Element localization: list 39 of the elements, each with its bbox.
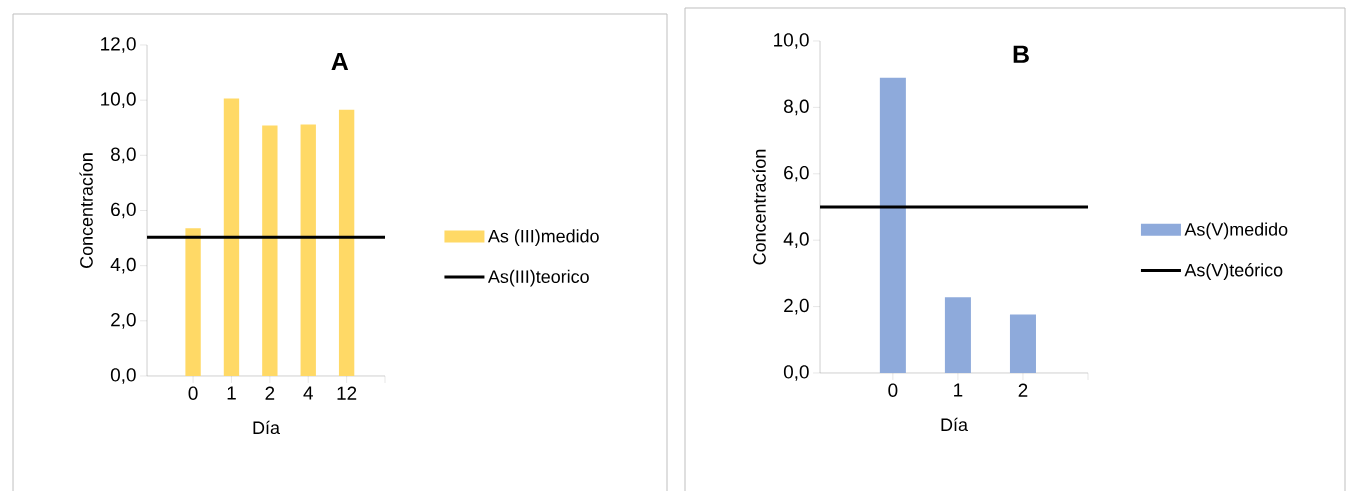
x-axis-title: Día [941,417,968,432]
y-tick-label: 12,0 [101,37,136,53]
bar [262,125,278,376]
x-tick-label: 4 [303,386,313,400]
legend-label: As(III)teorico [487,269,589,287]
y-tick-label: 0,0 [783,365,809,381]
legend-label: As(V)medido [1184,222,1288,240]
bar [879,77,906,373]
y-tick-label: 8,0 [111,147,136,164]
y-axis-title: Concentracíon [79,153,93,268]
y-tick-label: 6,0 [111,202,136,219]
x-tick-label: 12 [337,386,357,400]
legend-label: As (III)medido [487,229,599,247]
bar [944,297,971,373]
legend-label: As(V)teórico [1184,263,1283,280]
chart-title: B [1013,45,1029,63]
y-tick-label: 2,0 [784,298,809,315]
bar [223,98,240,376]
x-tick-label: 2 [1018,383,1028,397]
bar [300,124,316,376]
y-tick-label: 10,0 [101,92,136,108]
y-tick-label: 4,0 [110,257,136,274]
y-tick-label: 10,0 [774,33,809,49]
x-axis-title: Día [253,420,280,435]
x-tick-label: 1 [954,383,963,397]
x-tick-label: 0 [188,386,198,400]
y-tick-label: 6,0 [784,165,809,182]
y-tick-label: 2,0 [111,313,136,329]
y-tick-label: 0,0 [110,368,136,384]
x-tick-label: 1 [227,386,236,400]
bar [1009,314,1036,373]
y-axis-title: Concentracíon [752,149,766,265]
bar [185,228,201,376]
chart-title: A [331,52,349,71]
bar [338,109,355,376]
y-tick-label: 4,0 [783,232,809,248]
y-tick-label: 8,0 [784,99,809,116]
x-tick-label: 0 [888,383,898,397]
x-tick-label: 2 [265,386,275,400]
